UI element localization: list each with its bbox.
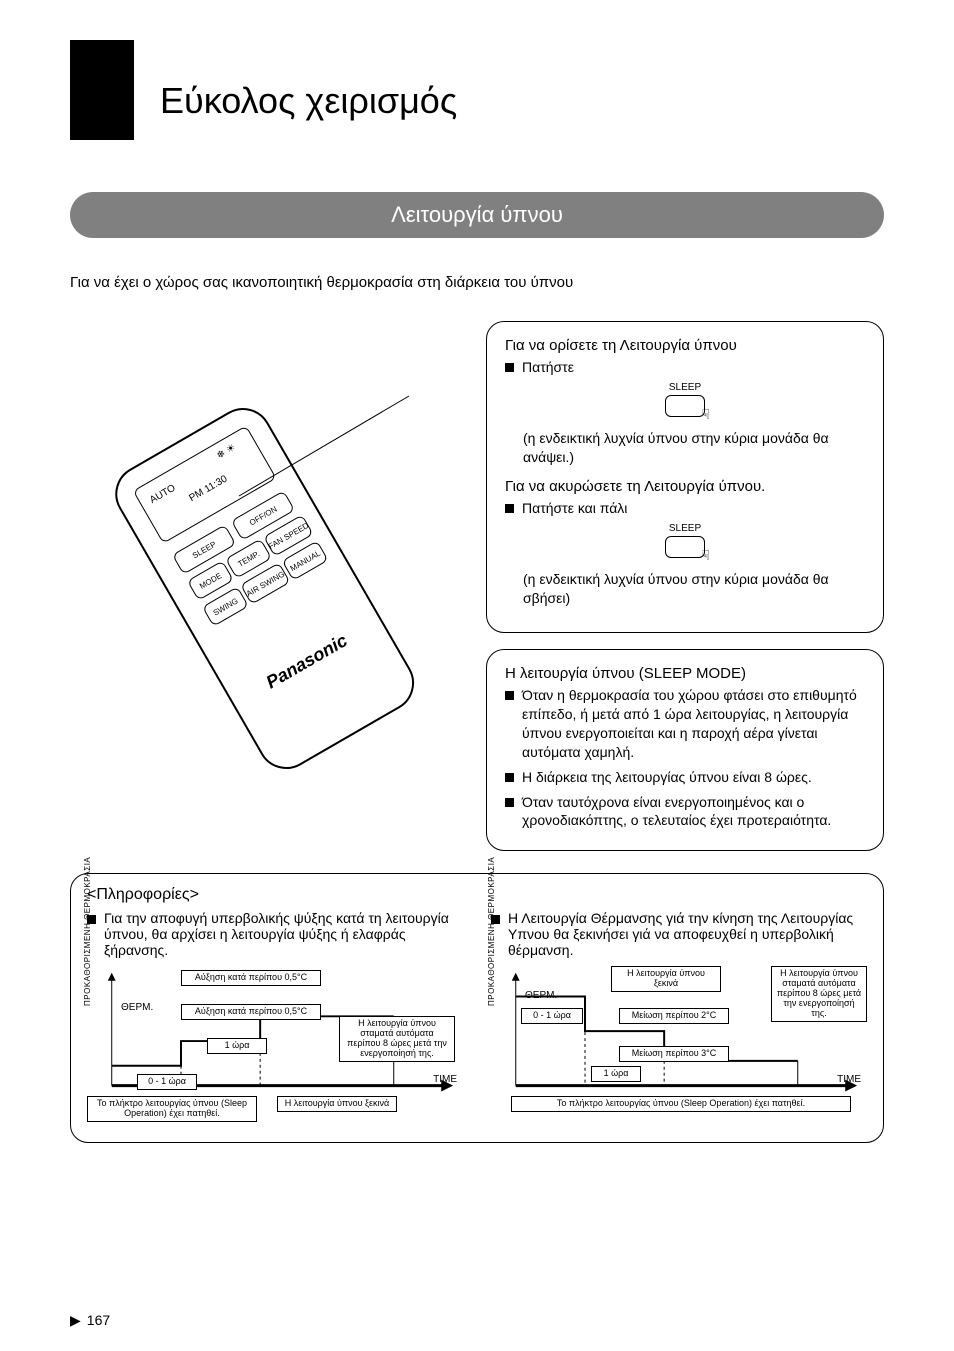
bullet-icon	[505, 798, 514, 807]
heating-chart: ΠΡΟΚΑΘΟΡΙΣΜΕΝΗ ΘΕΡΜΟΚΡΑΣΙΑ ΘΕΡΜ. Η λειτο…	[491, 966, 867, 1126]
y-axis-label: ΠΡΟΚΑΘΟΡΙΣΜΕΝΗ ΘΕΡΜΟΚΡΑΣΙΑ	[83, 857, 92, 1006]
time-axis-label: TIME	[433, 1074, 457, 1085]
sleep-mode-item: Όταν ταυτόχρονα είναι ενεργοποιημένος κα…	[522, 793, 865, 831]
sleep-button-icon: ☟	[665, 536, 705, 558]
sleep-pressed-label: Το πλήκτρο λειτουργίας ύπνου (Sleep Oper…	[511, 1096, 851, 1112]
page-number: 167	[87, 1312, 110, 1328]
info-left-text: Για την αποφυγή υπερβολικής ψύξης κατά τ…	[104, 910, 463, 958]
page-footer: ▶ 167	[70, 1312, 110, 1329]
auto-stop-label: Η λειτουργία ύπνου σταματά αυτόματα περί…	[339, 1016, 455, 1062]
sleep-button-icon: ☟	[665, 395, 705, 417]
sleep-starts-label: Η λειτουργία ύπνου ξεκινά	[277, 1096, 397, 1112]
sleep-mode-heading: Η λειτουργία ύπνου (SLEEP MODE)	[505, 664, 865, 684]
sleep-mode-item: Όταν η θερμοκρασία του χώρου φτάσει στο …	[522, 686, 865, 762]
auto-stop-label: Η λειτουργία ύπνου σταματά αυτόματα περί…	[771, 966, 867, 1021]
increase-label-2: Αύξηση κατά περίπου 0,5°C	[181, 1004, 321, 1020]
set-cancel-box: Για να ορίσετε τη Λειτουργία ύπνου Πατήσ…	[486, 321, 884, 633]
y-axis-label: ΠΡΟΚΑΘΟΡΙΣΜΕΝΗ ΘΕΡΜΟΚΡΑΣΙΑ	[487, 857, 496, 1006]
title-marker-box	[70, 40, 134, 140]
bullet-icon	[505, 363, 514, 372]
hour-range-label: 0 - 1 ώρα	[137, 1074, 197, 1090]
remote-illustration: AUTO PM 11:30 ❄ ☀ SLEEP OFF/ON MODE TEMP…	[70, 321, 468, 851]
hour-range-label: 0 - 1 ώρα	[521, 1008, 583, 1024]
sleep-button-caption: SLEEP	[505, 381, 865, 395]
sleep-button-caption: SLEEP	[505, 522, 865, 536]
cancel-heading: Για να ακυρώσετε τη Λειτουργία ύπνου.	[505, 477, 865, 497]
sleep-pressed-label: Το πλήκτρο λειτουργίας ύπνου (Sleep Oper…	[87, 1096, 257, 1122]
cooling-chart: ΠΡΟΚΑΘΟΡΙΣΜΕΝΗ ΘΕΡΜΟΚΡΑΣΙΑ	[87, 966, 463, 1126]
set-heading: Για να ορίσετε τη Λειτουργία ύπνου	[505, 336, 865, 356]
hand-icon: ☟	[701, 405, 710, 424]
info-right-text: Η Λειτουργία Θέρμανσης γιά την κίνηση τη…	[508, 910, 867, 958]
sleep-mode-item: Η διάρκεια της λειτουργίας ύπνου είναι 8…	[522, 768, 865, 787]
sleep-mode-box: Η λειτουργία ύπνου (SLEEP MODE) Όταν η θ…	[486, 649, 884, 851]
decrease-3-label: Μείωση περίπου 3°C	[619, 1046, 729, 1062]
bullet-icon	[505, 504, 514, 513]
bullet-icon	[505, 773, 514, 782]
triangle-icon: ▶	[70, 1312, 81, 1329]
intro-text: Για να έχει ο χώρος σας ικανοποιητική θε…	[70, 274, 884, 291]
press-label: Πατήστε	[522, 359, 574, 375]
increase-label-1: Αύξηση κατά περίπου 0,5°C	[181, 970, 321, 986]
decrease-2-label: Μείωση περίπου 2°C	[619, 1008, 729, 1024]
one-hour-label: 1 ώρα	[591, 1066, 641, 1082]
bullet-icon	[505, 691, 514, 700]
set-paren: (η ενδεικτική λυχνία ύπνου στην κύρια μο…	[523, 429, 865, 467]
cancel-paren: (η ενδεικτική λυχνία ύπνου στην κύρια μο…	[523, 570, 865, 608]
one-hour-label: 1 ώρα	[207, 1038, 267, 1054]
info-heading: <Πληροφορίες>	[87, 886, 867, 904]
therm-label: ΘΕΡΜ.	[121, 1002, 153, 1013]
press-again-label: Πατήστε και πάλι	[522, 500, 627, 516]
sleep-starts-label: Η λειτουργία ύπνου ξεκινά	[611, 966, 721, 992]
information-box: <Πληροφορίες> Για την αποφυγή υπερβολική…	[70, 873, 884, 1143]
section-heading: Λειτουργία ύπνου	[70, 192, 884, 238]
page-title: Εύκολος χειρισμός	[160, 80, 884, 122]
therm-label: ΘΕΡΜ.	[525, 990, 557, 1001]
time-axis-label: TIME	[837, 1074, 861, 1085]
hand-icon: ☟	[701, 546, 710, 565]
